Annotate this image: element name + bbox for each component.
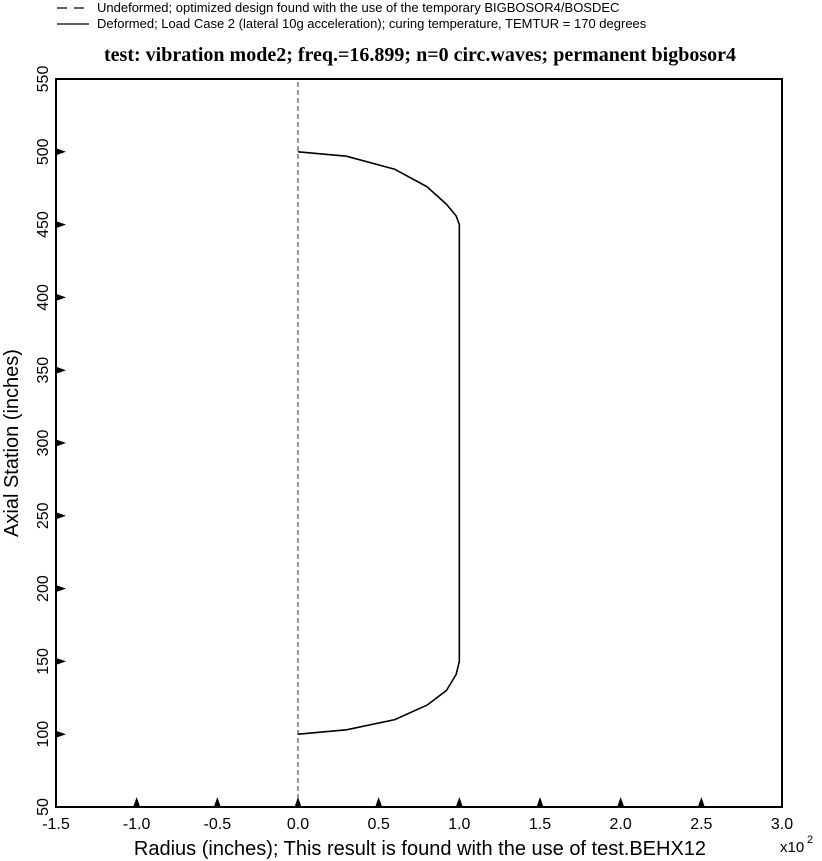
legend-deformed-label: Deformed; Load Case 2 (lateral 10g accel…	[97, 16, 647, 31]
y-tick-mark	[56, 221, 66, 229]
y-axis-label: Axial Station (inches)	[1, 349, 23, 537]
y-tick-label: 350	[35, 357, 52, 384]
series-deformed-line	[297, 151, 461, 735]
y-tick-label: 100	[35, 721, 52, 748]
y-tick-mark	[56, 512, 66, 520]
x-tick-mark	[375, 797, 383, 807]
y-tick-label: 450	[35, 211, 52, 238]
y-tick-label: 500	[35, 138, 52, 165]
x-tick-label: 1.5	[529, 816, 551, 833]
x-tick-label: -1.5	[42, 816, 70, 833]
y-tick-mark	[56, 439, 66, 447]
y-tick-label: 50	[35, 798, 52, 816]
y-tick-label: 300	[35, 430, 52, 457]
x-tick-mark	[133, 797, 141, 807]
x-tick-label: 0.0	[287, 816, 309, 833]
x-tick-mark	[536, 797, 544, 807]
y-tick-mark	[56, 657, 66, 665]
legend-undeformed-label: Undeformed; optimized design found with …	[97, 0, 619, 15]
x-tick-mark	[213, 797, 221, 807]
y-tick-label: 400	[35, 284, 52, 311]
y-tick-mark	[56, 148, 66, 156]
x-tick-label: 3.0	[771, 816, 793, 833]
y-tick-mark	[56, 585, 66, 593]
x-tick-label: 2.0	[610, 816, 632, 833]
x-tick-label: 2.5	[690, 816, 712, 833]
x-tick-label: 0.5	[368, 816, 390, 833]
x-tick-label: -0.5	[204, 816, 232, 833]
y-tick-mark	[56, 730, 66, 738]
x-tick-label: -1.0	[123, 816, 151, 833]
x-tick-mark	[697, 797, 705, 807]
y-tick-label: 550	[35, 66, 52, 93]
y-tick-label: 250	[35, 502, 52, 529]
y-tick-label: 200	[35, 575, 52, 602]
y-tick-label: 150	[35, 648, 52, 675]
plot-frame	[55, 78, 783, 808]
x-tick-mark	[617, 797, 625, 807]
x-axis-label: Radius (inches); This result is found wi…	[134, 838, 706, 860]
x-axis-multiplier: x10	[780, 839, 804, 856]
x-tick-mark	[455, 797, 463, 807]
y-tick-mark	[56, 366, 66, 374]
chart-title: test: vibration mode2; freq.=16.899; n=0…	[104, 44, 736, 66]
x-axis-multiplier-exponent: 2	[807, 834, 813, 846]
x-tick-label: 1.0	[448, 816, 470, 833]
y-tick-mark	[56, 293, 66, 301]
